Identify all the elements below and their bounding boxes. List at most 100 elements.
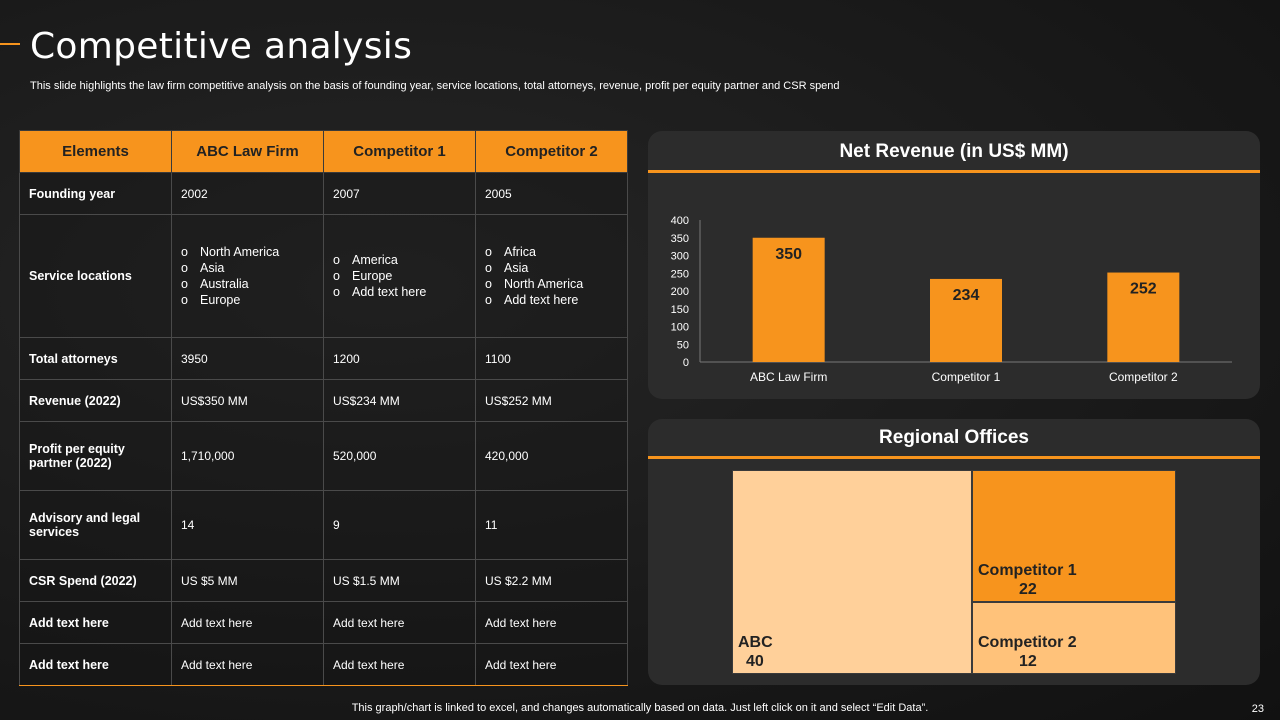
- y-tick-label: 400: [671, 215, 689, 227]
- net-revenue-title: Net Revenue (in US$ MM): [839, 141, 1069, 162]
- table-cell: 1200: [323, 337, 476, 380]
- treemap-label-value: 22: [1019, 581, 1037, 598]
- location-item: Asia: [485, 260, 618, 276]
- regional-offices-panel: Regional Offices ABC 40 Competitor 1 22 Comp…: [648, 419, 1260, 685]
- y-tick-label: 100: [671, 322, 689, 334]
- location-item: America: [333, 252, 466, 268]
- table-row: Add text here Add text here Add text her…: [19, 643, 628, 686]
- treemap-cell: ABC 40: [732, 470, 972, 674]
- table-cell: 9: [323, 490, 476, 560]
- accent-line: [0, 43, 20, 45]
- table-cell: 2002: [171, 172, 324, 215]
- table-cell: Add text here: [475, 601, 628, 644]
- location-item: Africa: [485, 244, 618, 260]
- location-item: Australia: [181, 276, 314, 292]
- row-label: Add text here: [19, 643, 172, 686]
- table-row: Profit per equity partner (2022) 1,710,0…: [19, 421, 628, 491]
- table-row: Add text here Add text here Add text her…: [19, 601, 628, 644]
- treemap-label-name: ABC: [738, 634, 773, 651]
- table-cell: Add text here: [475, 643, 628, 686]
- header-competitor-2: Competitor 2: [475, 130, 628, 173]
- row-label: CSR Spend (2022): [19, 559, 172, 602]
- row-label: Revenue (2022): [19, 379, 172, 422]
- x-tick-label: ABC Law Firm: [750, 370, 827, 384]
- table-cell: 520,000: [323, 421, 476, 491]
- location-item: Europe: [181, 292, 314, 308]
- treemap-label: ABC 40: [738, 633, 773, 671]
- table-cell: 3950: [171, 337, 324, 380]
- header-abc: ABC Law Firm: [171, 130, 324, 173]
- treemap-label: Competitor 2 12: [978, 633, 1077, 671]
- table-cell: US $1.5 MM: [323, 559, 476, 602]
- page-subtitle: This slide highlights the law firm compe…: [30, 80, 840, 92]
- location-item: Asia: [181, 260, 314, 276]
- table-row: Founding year 2002 2007 2005: [19, 172, 628, 215]
- net-revenue-chart: 0 50 100 150 200 250 300 350 400 350 ABC Law Firm 2…: [671, 215, 1232, 384]
- table-row: CSR Spend (2022) US $5 MM US $1.5 MM US …: [19, 559, 628, 602]
- net-revenue-rule: [648, 170, 1260, 173]
- table-cell: US$350 MM: [171, 379, 324, 422]
- table-cell: 2007: [323, 172, 476, 215]
- treemap-label: Competitor 1 22: [978, 561, 1077, 599]
- table-cell: 2005: [475, 172, 628, 215]
- x-tick-label: Competitor 1: [932, 370, 1001, 384]
- row-label: Add text here: [19, 601, 172, 644]
- y-tick-label: 50: [677, 339, 689, 351]
- row-label: Advisory and legal services: [19, 490, 172, 560]
- table-cell: US$234 MM: [323, 379, 476, 422]
- treemap-label-value: 12: [1019, 653, 1037, 670]
- bar: [752, 237, 825, 362]
- bar: [1107, 272, 1180, 362]
- table-cell: US $2.2 MM: [475, 559, 628, 602]
- location-list: North AmericaAsiaAustraliaEurope: [181, 244, 314, 308]
- row-label: Total attorneys: [19, 337, 172, 380]
- row-label: Profit per equity partner (2022): [19, 421, 172, 491]
- net-revenue-panel: Net Revenue (in US$ MM) 0 50 100 150 200 250 3…: [648, 131, 1260, 399]
- header-elements: Elements: [19, 130, 172, 173]
- table-cell: Add text here: [171, 601, 324, 644]
- table-cell: Add text here: [323, 643, 476, 686]
- regional-offices-rule: [648, 456, 1260, 459]
- y-tick-label: 300: [671, 251, 689, 263]
- treemap-cell: Competitor 1 22: [972, 470, 1176, 602]
- table-cell: 11: [475, 490, 628, 560]
- location-item: Add text here: [333, 284, 466, 300]
- treemap-cell: Competitor 2 12: [972, 602, 1176, 674]
- treemap-label-name: Competitor 2: [978, 634, 1077, 651]
- location-item: Add text here: [485, 292, 618, 308]
- y-tick-label: 0: [683, 357, 689, 369]
- bar: [930, 278, 1002, 362]
- table-row: Revenue (2022) US$350 MM US$234 MM US$25…: [19, 379, 628, 422]
- table-cell: 1,710,000: [171, 421, 324, 491]
- table-row: Service locations North AmericaAsiaAustr…: [19, 214, 628, 338]
- header-competitor-1: Competitor 1: [323, 130, 476, 173]
- page-title: Competitive analysis: [30, 26, 413, 67]
- treemap-label-value: 40: [746, 653, 764, 670]
- table-cell: US $5 MM: [171, 559, 324, 602]
- table-cell: Add text here: [171, 643, 324, 686]
- comparison-table: Elements ABC Law Firm Competitor 1 Compe…: [19, 130, 628, 686]
- table-cell: 14: [171, 490, 324, 560]
- y-tick-label: 250: [671, 268, 689, 280]
- location-list: AmericaEuropeAdd text here: [333, 252, 466, 300]
- bar-value-label: 252: [1130, 281, 1157, 298]
- regional-offices-title: Regional Offices: [879, 427, 1029, 448]
- table-header-row: Elements ABC Law Firm Competitor 1 Compe…: [19, 130, 628, 173]
- y-tick-label: 150: [671, 304, 689, 316]
- row-label: Founding year: [19, 172, 172, 215]
- table-cell: Add text here: [323, 601, 476, 644]
- table-row: Advisory and legal services 14 9 11: [19, 490, 628, 560]
- footer-note: This graph/chart is linked to excel, and…: [351, 702, 929, 714]
- x-tick-label: Competitor 2: [1109, 370, 1178, 384]
- y-tick-label: 200: [671, 286, 689, 298]
- treemap-label-name: Competitor 1: [978, 562, 1077, 579]
- location-list: AfricaAsiaNorth AmericaAdd text here: [485, 244, 618, 308]
- table-cell: 1100: [475, 337, 628, 380]
- location-item: Europe: [333, 268, 466, 284]
- location-item: North America: [485, 276, 618, 292]
- page-number: 23: [1251, 703, 1264, 715]
- regional-offices-treemap: ABC 40 Competitor 1 22 Competitor 2 12: [732, 470, 1176, 674]
- table-cell: AfricaAsiaNorth AmericaAdd text here: [475, 214, 628, 338]
- table-cell: North AmericaAsiaAustraliaEurope: [171, 214, 324, 338]
- row-label: Service locations: [19, 214, 172, 338]
